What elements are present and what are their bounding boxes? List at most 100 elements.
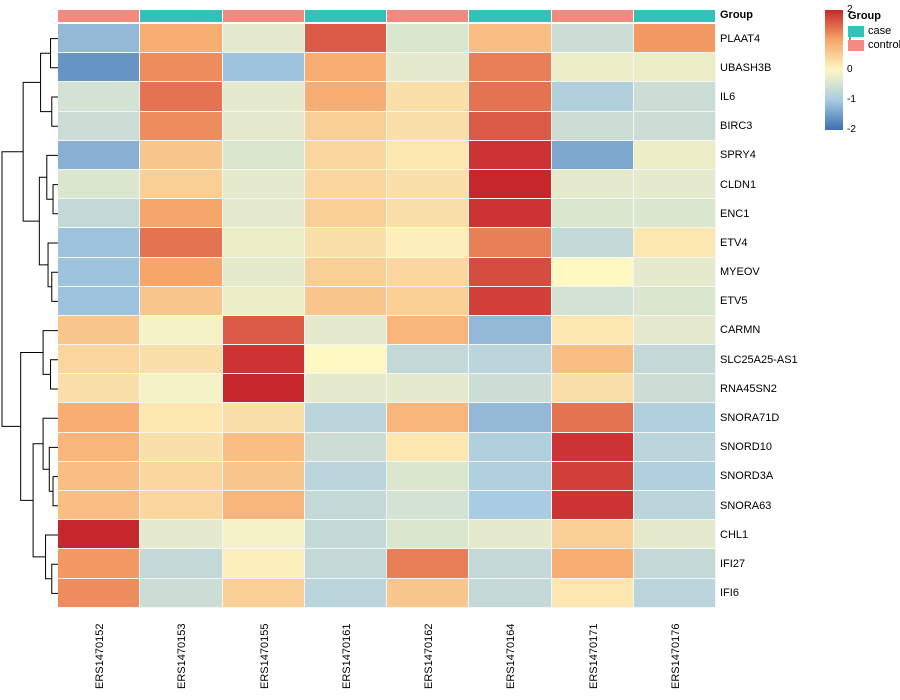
heatmap-cell — [552, 579, 634, 608]
group-legend: Group casecontrol — [848, 10, 900, 53]
heatmap-cell — [305, 24, 387, 53]
heatmap-cell — [305, 520, 387, 549]
row-label: SPRY4 — [720, 141, 798, 170]
group-legend-item: control — [848, 39, 900, 51]
row-label: ENC1 — [720, 199, 798, 228]
heatmap-cell — [305, 316, 387, 345]
heatmap-cell — [387, 170, 469, 199]
heatmap-cell — [469, 228, 551, 257]
heatmap-cell — [305, 228, 387, 257]
colorbar-tick: -1 — [847, 94, 856, 105]
heatmap-cell — [58, 491, 140, 520]
heatmap-cell — [223, 374, 305, 403]
heatmap-cell — [634, 53, 716, 82]
heatmap-cell — [387, 228, 469, 257]
heatmap-cell — [634, 316, 716, 345]
heatmap-cell — [469, 433, 551, 462]
heatmap-cell — [305, 433, 387, 462]
heatmap-cell — [305, 199, 387, 228]
group-bar-segment — [552, 10, 634, 22]
heatmap-cell — [634, 258, 716, 287]
column-label: ERS1470153 — [176, 624, 188, 689]
heatmap-cell — [387, 112, 469, 141]
heatmap-row — [58, 403, 716, 432]
row-label: CLDN1 — [720, 170, 798, 199]
legend-label: case — [868, 25, 891, 37]
row-label: ETV5 — [720, 287, 798, 316]
column-label: ERS1470164 — [505, 624, 517, 689]
heatmap-cell — [387, 491, 469, 520]
heatmap-cell — [140, 520, 222, 549]
heatmap-cell — [634, 199, 716, 228]
column-label: ERS1470161 — [341, 624, 353, 689]
group-bar-segment — [140, 10, 222, 22]
heatmap-cell — [140, 258, 222, 287]
heatmap-cell — [140, 170, 222, 199]
heatmap-cell — [223, 549, 305, 578]
heatmap-cell — [634, 403, 716, 432]
heatmap-cell — [58, 345, 140, 374]
heatmap-cell — [140, 141, 222, 170]
color-scale-bar — [825, 10, 843, 130]
row-label: SNORA63 — [720, 491, 798, 520]
heatmap-cell — [387, 520, 469, 549]
heatmap-cell — [387, 462, 469, 491]
heatmap-cell — [634, 228, 716, 257]
heatmap-cell — [552, 549, 634, 578]
heatmap-cell — [552, 316, 634, 345]
group-bar-segment — [223, 10, 305, 22]
heatmap-cell — [140, 82, 222, 111]
heatmap-cell — [387, 403, 469, 432]
heatmap-cell — [552, 374, 634, 403]
heatmap-cell — [387, 287, 469, 316]
heatmap-cell — [552, 228, 634, 257]
heatmap-cell — [223, 82, 305, 111]
heatmap-row — [58, 549, 716, 578]
heatmap-row — [58, 316, 716, 345]
heatmap-cell — [305, 82, 387, 111]
heatmap-cell — [223, 491, 305, 520]
legend-swatch — [848, 26, 864, 37]
heatmap-cell — [634, 462, 716, 491]
heatmap-cell — [223, 287, 305, 316]
heatmap-cell — [58, 549, 140, 578]
heatmap-cell — [140, 53, 222, 82]
heatmap-cell — [634, 141, 716, 170]
heatmap-cell — [552, 287, 634, 316]
row-label: SNORD3A — [720, 462, 798, 491]
group-bar-segment — [387, 10, 469, 22]
heatmap-cell — [223, 462, 305, 491]
heatmap-row — [58, 491, 716, 520]
heatmap-cell — [58, 82, 140, 111]
heatmap-cell — [469, 53, 551, 82]
heatmap-cell — [469, 491, 551, 520]
heatmap-cell — [140, 345, 222, 374]
heatmap-cell — [58, 579, 140, 608]
heatmap-cell — [223, 403, 305, 432]
heatmap-cell — [223, 316, 305, 345]
heatmap-cell — [58, 112, 140, 141]
heatmap-row — [58, 287, 716, 316]
heatmap-cell — [223, 520, 305, 549]
heatmap-cell — [223, 228, 305, 257]
heatmap-row — [58, 170, 716, 199]
heatmap-cell — [58, 374, 140, 403]
heatmap-cell — [305, 287, 387, 316]
group-legend-item: case — [848, 25, 900, 37]
heatmap-cell — [634, 345, 716, 374]
heatmap-cell — [58, 141, 140, 170]
heatmap-cell — [469, 112, 551, 141]
heatmap-row — [58, 199, 716, 228]
heatmap-cell — [387, 258, 469, 287]
row-dendrogram-svg — [0, 24, 58, 608]
heatmap-cell — [58, 199, 140, 228]
heatmap — [58, 24, 716, 608]
heatmap-cell — [140, 579, 222, 608]
heatmap-cell — [140, 433, 222, 462]
heatmap-cell — [469, 462, 551, 491]
heatmap-cell — [634, 579, 716, 608]
row-label: IL6 — [720, 82, 798, 111]
row-label: UBASH3B — [720, 53, 798, 82]
column-label: ERS1470162 — [423, 624, 435, 689]
heatmap-row — [58, 345, 716, 374]
